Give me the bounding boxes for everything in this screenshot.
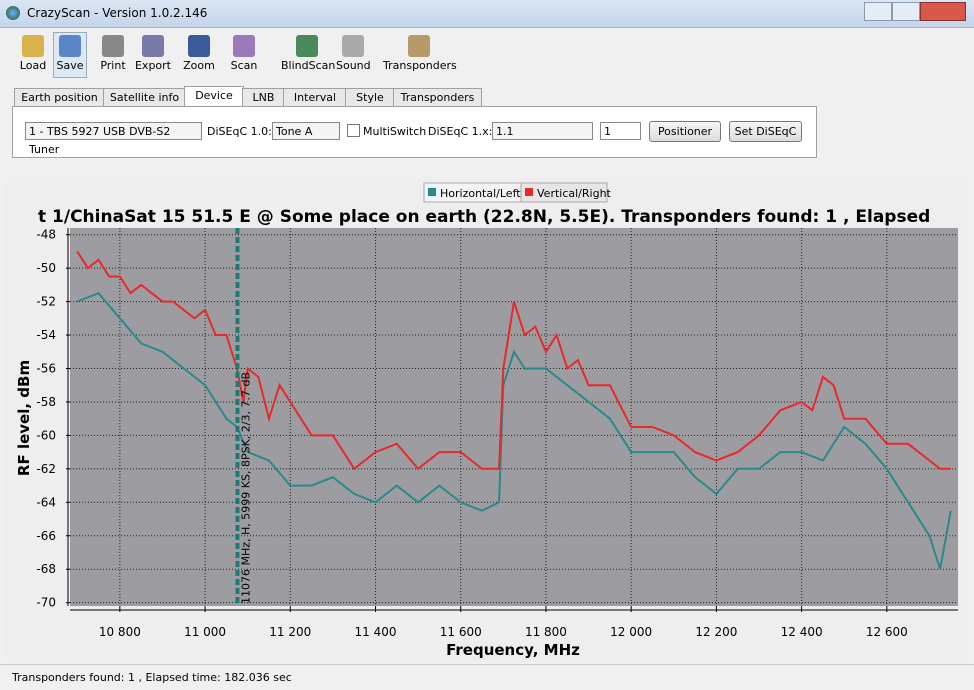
status-bar: Transponders found: 1 , Elapsed time: 18… (0, 664, 974, 690)
toolbar-icon (408, 35, 430, 57)
y-tick-label: -70 (36, 596, 56, 610)
y-tick-label: -48 (36, 228, 56, 242)
toolbar-button[interactable]: Export (132, 32, 174, 78)
toolbar-label: BlindScan (281, 59, 336, 72)
legend-label: Vertical/Right (537, 187, 612, 200)
toolbar-button[interactable]: Zoom (182, 32, 216, 78)
toolbar-icon (188, 35, 210, 57)
maximize-button[interactable] (892, 2, 920, 21)
tab[interactable]: Device (184, 86, 244, 108)
toolbar-button[interactable]: Print (95, 32, 131, 78)
toolbar-button[interactable]: Sound (335, 32, 371, 78)
legend-swatch (428, 188, 436, 196)
x-tick-label: 11 200 (269, 625, 311, 639)
close-button[interactable] (920, 2, 966, 21)
toolbar-button[interactable]: BlindScan (280, 32, 336, 78)
spin-box[interactable]: 1 (600, 122, 641, 140)
y-tick-label: -54 (36, 328, 56, 342)
x-tick-label: 11 800 (525, 625, 567, 639)
toolbar-icon (233, 35, 255, 57)
positioner-button[interactable]: Positioner (649, 121, 721, 142)
legend-item (520, 182, 608, 203)
multiswitch-checkbox[interactable] (347, 124, 360, 137)
tab[interactable]: LNB (242, 88, 285, 107)
plot-area (70, 228, 958, 606)
x-tick-label: 10 800 (99, 625, 141, 639)
toolbar-icon (22, 35, 44, 57)
toolbar-label: Load (19, 59, 47, 72)
series-line (76, 250, 951, 471)
y-tick-label: -58 (36, 395, 56, 409)
multiswitch-label: MultiSwitch (363, 125, 427, 138)
tab[interactable]: Transponders (393, 88, 482, 107)
x-tick-label: 11 600 (440, 625, 482, 639)
title-bar: CrazyScan - Version 1.0.2.146 (0, 0, 974, 28)
toolbar-icon (296, 35, 318, 57)
series-line (76, 292, 952, 570)
toolbar-icon (102, 35, 124, 57)
toolbar-label: Zoom (183, 59, 215, 72)
x-tick-label: 12 000 (610, 625, 652, 639)
toolbar-icon (142, 35, 164, 57)
set-diseqc-button[interactable]: Set DiSEqC (729, 121, 802, 142)
app-icon (6, 6, 20, 20)
legend-label: Horizontal/Left (440, 187, 521, 200)
x-tick-label: 12 600 (866, 625, 908, 639)
toolbar-label: Transponders (383, 59, 457, 72)
y-tick-label: -50 (36, 261, 56, 275)
legend-swatch (525, 188, 533, 196)
diseqc1x-label: DiSEqC 1.x: (428, 125, 493, 138)
tab[interactable]: Earth position (14, 88, 105, 107)
toolbar-icon (342, 35, 364, 57)
x-tick-label: 11 400 (355, 625, 397, 639)
tab[interactable]: Satellite info (103, 88, 186, 107)
minimize-button[interactable] (864, 2, 892, 21)
toolbar-button[interactable]: Scan (228, 32, 260, 78)
marker-label: 11076 MHz, H, 5999 KS, 8PSK, 2/3, 7.7 dB (239, 372, 252, 604)
x-axis-label: Frequency, MHz (446, 641, 580, 659)
toolbar-label: Export (134, 59, 171, 72)
diseqc10-combo[interactable]: Tone A (272, 122, 340, 140)
toolbar-icon (59, 35, 81, 57)
y-tick-label: -68 (36, 562, 56, 576)
tab[interactable]: Style (345, 88, 395, 107)
y-tick-label: -56 (36, 361, 56, 375)
x-tick-label: 12 400 (781, 625, 823, 639)
diseqc10-label: DiSEqC 1.0: (207, 125, 272, 138)
y-tick-label: -66 (36, 529, 56, 543)
toolbar-label: Save (56, 59, 84, 72)
toolbar-button[interactable]: Save (53, 32, 87, 78)
device-panel: 1 - TBS 5927 USB DVB-S2 Tuner DiSEqC 1.0… (12, 106, 817, 158)
y-tick-label: -62 (36, 462, 56, 476)
y-axis-label: RF level, dBm (15, 360, 33, 476)
x-tick-label: 11 000 (184, 625, 226, 639)
chart: t 1/ChinaSat 15 51.5 E @ Some place on e… (6, 178, 968, 662)
y-tick-label: -64 (36, 495, 56, 509)
chart-title: t 1/ChinaSat 15 51.5 E @ Some place on e… (38, 207, 930, 227)
y-tick-label: -60 (36, 428, 56, 442)
tab[interactable]: Interval (283, 88, 347, 107)
toolbar-label: Scan (230, 59, 258, 72)
toolbar-button[interactable]: Load (12, 32, 54, 78)
toolbar-label: Print (100, 59, 126, 72)
diseqc1x-combo[interactable]: 1.1 (492, 122, 593, 140)
tuner-combo[interactable]: 1 - TBS 5927 USB DVB-S2 Tuner (25, 122, 202, 156)
toolbar-label: Sound (336, 59, 371, 72)
x-tick-label: 12 200 (695, 625, 737, 639)
status-text: Transponders found: 1 , Elapsed time: 18… (12, 671, 292, 684)
y-tick-label: -52 (36, 295, 56, 309)
toolbar-button[interactable]: Transponders (382, 32, 457, 78)
window-title: CrazyScan - Version 1.0.2.146 (27, 6, 208, 20)
